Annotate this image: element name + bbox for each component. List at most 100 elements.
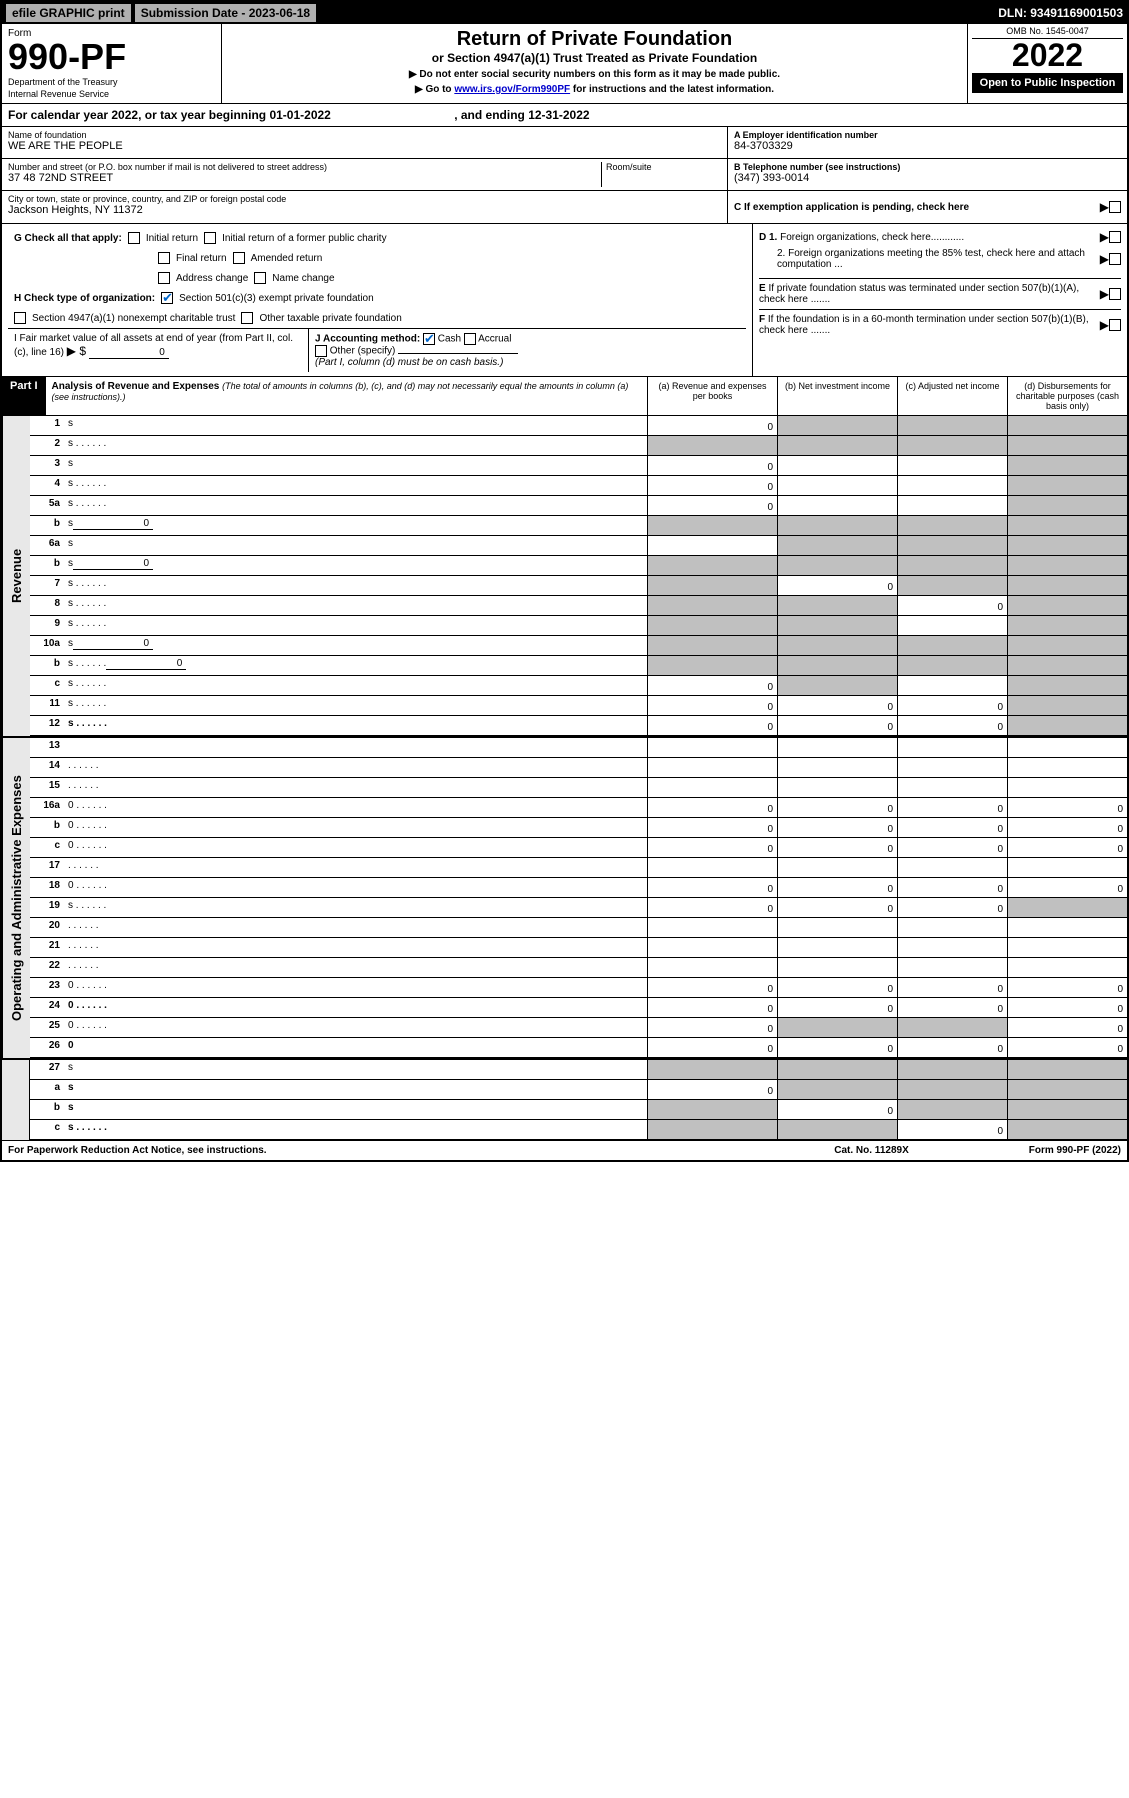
data-cell: 0 <box>897 818 1007 837</box>
form-container: efile GRAPHIC print Submission Date - 20… <box>0 0 1129 1162</box>
name-cell: Name of foundation WE ARE THE PEOPLE <box>2 127 727 159</box>
table-row: 1s0 <box>30 416 1127 436</box>
f-checkbox[interactable] <box>1109 319 1121 331</box>
year-end: 12-31-2022 <box>528 108 589 122</box>
arrow-icon: ▶ <box>1100 230 1109 244</box>
data-cell <box>777 596 897 615</box>
data-cell: 0 <box>897 596 1007 615</box>
data-cell <box>647 918 777 937</box>
data-cell <box>777 436 897 455</box>
final-return-label: Final return <box>176 253 227 264</box>
data-cell: 0 <box>647 838 777 857</box>
table-row: 11s . . . . . .000 <box>30 696 1127 716</box>
table-row: 14 . . . . . . <box>30 758 1127 778</box>
data-cell: 0 <box>647 898 777 917</box>
col-c-header: (c) Adjusted net income <box>897 377 1007 415</box>
501c3-checkbox[interactable] <box>161 292 173 304</box>
other-taxable-label: Other taxable private foundation <box>259 313 401 324</box>
row-description: s <box>64 416 647 435</box>
data-cell <box>1007 958 1127 977</box>
table-row: 250 . . . . . .00 <box>30 1018 1127 1038</box>
street-address: 37 48 72ND STREET <box>8 172 601 184</box>
row-number: 7 <box>30 576 64 595</box>
row-number: 23 <box>30 978 64 997</box>
data-cell <box>1007 696 1127 715</box>
cash-checkbox[interactable] <box>423 333 435 345</box>
data-cell <box>647 758 777 777</box>
data-cell <box>777 456 897 475</box>
data-cell <box>1007 456 1127 475</box>
data-cell <box>897 758 1007 777</box>
table-row: 180 . . . . . .0000 <box>30 878 1127 898</box>
d2-label: 2. Foreign organizations meeting the 85%… <box>777 248 1100 270</box>
row-number: a <box>30 1080 64 1099</box>
expense-side-label: Operating and Administrative Expenses <box>2 738 30 1058</box>
inline-value: 0 <box>106 658 186 670</box>
data-cell: 0 <box>897 1038 1007 1057</box>
f-row: F If the foundation is in a 60-month ter… <box>759 309 1121 340</box>
final-return-checkbox[interactable] <box>158 252 170 264</box>
def-right: D 1. Foreign organizations, check here..… <box>752 224 1127 376</box>
efile-badge[interactable]: efile GRAPHIC print <box>6 4 131 22</box>
form-subtitle: or Section 4947(a)(1) Trust Treated as P… <box>230 51 959 65</box>
data-cell <box>647 436 777 455</box>
row-description: s . . . . . . <box>64 716 647 735</box>
row-description: . . . . . . <box>64 938 647 957</box>
name-change-label: Name change <box>272 273 334 284</box>
amended-return-checkbox[interactable] <box>233 252 245 264</box>
table-row: bs0 <box>30 556 1127 576</box>
row-number: 12 <box>30 716 64 735</box>
data-cell <box>1007 938 1127 957</box>
row-description: . . . . . . <box>64 918 647 937</box>
f-label: If the foundation is in a 60-month termi… <box>759 314 1089 336</box>
data-cell <box>777 676 897 695</box>
data-cell: 0 <box>1007 838 1127 857</box>
row-number: 20 <box>30 918 64 937</box>
data-cell <box>777 1080 897 1099</box>
data-cell <box>647 656 777 675</box>
irs-link[interactable]: www.irs.gov/Form990PF <box>454 84 570 95</box>
form-title: Return of Private Foundation <box>230 28 959 51</box>
initial-return-checkbox[interactable] <box>128 232 140 244</box>
g-label: G Check all that apply: <box>14 233 122 244</box>
name-change-checkbox[interactable] <box>254 272 266 284</box>
e-label: If private foundation status was termina… <box>759 283 1079 305</box>
4947-checkbox[interactable] <box>14 312 26 324</box>
row-description: s . . . . . .0 <box>64 656 647 675</box>
data-cell: 0 <box>777 716 897 735</box>
data-cell: 0 <box>897 898 1007 917</box>
data-cell <box>777 616 897 635</box>
header-center: Return of Private Foundation or Section … <box>222 24 967 103</box>
row-number: b <box>30 818 64 837</box>
data-cell <box>777 556 897 575</box>
data-cell: 0 <box>777 878 897 897</box>
table-row: bs0 <box>30 516 1127 536</box>
h-row-2: Section 4947(a)(1) nonexempt charitable … <box>8 308 746 328</box>
row-number: c <box>30 676 64 695</box>
data-cell <box>1007 576 1127 595</box>
address-change-checkbox[interactable] <box>158 272 170 284</box>
accrual-checkbox[interactable] <box>464 333 476 345</box>
data-cell: 0 <box>897 878 1007 897</box>
row-description: 0 . . . . . . <box>64 818 647 837</box>
arrow-icon: ▶ <box>1100 252 1109 266</box>
other-specify[interactable] <box>398 353 518 354</box>
d2-checkbox[interactable] <box>1109 253 1121 265</box>
name-label: Name of foundation <box>8 130 721 140</box>
data-cell <box>647 556 777 575</box>
c-checkbox[interactable] <box>1109 201 1121 213</box>
addr-label: Number and street (or P.O. box number if… <box>8 162 601 172</box>
d1-checkbox[interactable] <box>1109 231 1121 243</box>
data-cell <box>1007 536 1127 555</box>
initial-former-checkbox[interactable] <box>204 232 216 244</box>
other-method-checkbox[interactable] <box>315 345 327 357</box>
address-cell: Number and street (or P.O. box number if… <box>2 159 727 191</box>
accrual-label: Accrual <box>478 334 511 345</box>
e-checkbox[interactable] <box>1109 288 1121 300</box>
other-taxable-checkbox[interactable] <box>241 312 253 324</box>
data-cell <box>1007 1080 1127 1099</box>
data-cell <box>647 958 777 977</box>
row-number: 26 <box>30 1038 64 1057</box>
data-cell: 0 <box>897 1120 1007 1139</box>
j-cell: J Accounting method: Cash Accrual Other … <box>308 329 746 372</box>
